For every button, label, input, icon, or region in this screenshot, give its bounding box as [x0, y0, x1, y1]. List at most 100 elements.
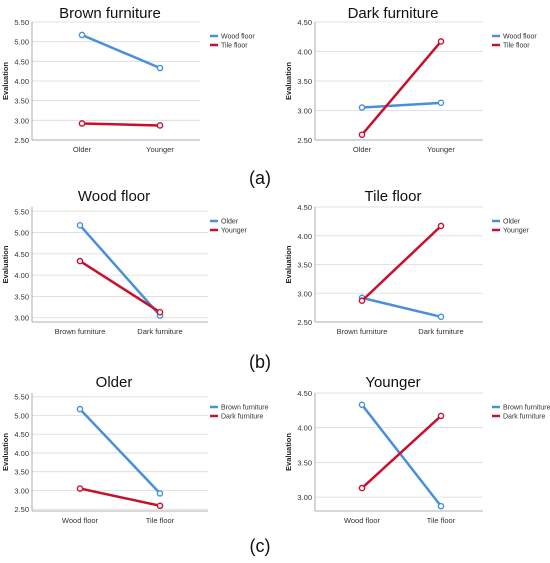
x-tick-label: Wood floor — [62, 516, 99, 525]
legend-label: Dark furniture — [221, 414, 264, 421]
y-axis-label: Evaluation — [1, 62, 10, 100]
x-tick-label: Brown furniture — [337, 327, 388, 336]
data-point — [437, 38, 445, 45]
data-point — [78, 120, 86, 127]
x-tick-label: Dark furniture — [137, 327, 182, 336]
data-point — [156, 308, 164, 316]
y-tick-label: 4.50 — [14, 250, 29, 259]
x-tick-label: Brown furniture — [55, 327, 106, 336]
y-tick-label: 3.00 — [297, 493, 312, 502]
x-tick-label: Dark furniture — [418, 327, 463, 336]
legend-label: Dark furniture — [503, 414, 546, 421]
y-axis-label: Evaluation — [284, 62, 293, 100]
series-line — [79, 408, 161, 495]
chart-title: Younger — [365, 374, 420, 391]
y-tick-label: 4.00 — [297, 48, 312, 57]
legend-label: Younger — [221, 228, 247, 235]
y-tick-label: 5.50 — [14, 393, 29, 402]
data-point — [358, 484, 366, 492]
y-tick-label: 3.00 — [297, 289, 312, 298]
y-tick-label: 5.50 — [14, 207, 29, 216]
x-tick-label: Tile floor — [146, 516, 175, 525]
y-tick-label: 3.50 — [297, 458, 312, 467]
data-point — [437, 99, 445, 107]
series-line — [81, 122, 161, 127]
series-line — [361, 225, 442, 302]
caption-a: (a) — [249, 168, 271, 188]
chart-2: Dark furniture 2.50 3.00 3.50 4.00 4.50 Evalua… — [284, 5, 537, 154]
data-point — [437, 313, 445, 321]
chart-title: Wood floor — [78, 188, 150, 205]
data-point — [358, 401, 366, 409]
series-line — [81, 33, 161, 70]
chart-title: Tile floor — [365, 188, 422, 205]
y-tick-label: 5.50 — [14, 18, 29, 27]
chart-title: Dark furniture — [348, 5, 439, 22]
y-axis-label: Evaluation — [1, 433, 10, 471]
series-line — [361, 404, 442, 507]
data-point — [358, 297, 366, 305]
y-tick-label: 2.50 — [14, 505, 29, 514]
y-tick-label: 4.50 — [297, 203, 312, 212]
y-tick-label: 4.00 — [297, 232, 312, 241]
data-point — [437, 412, 445, 420]
caption-c: (c) — [249, 536, 271, 556]
x-tick-label: Tile floor — [427, 516, 456, 525]
y-tick-label: 2.50 — [297, 136, 312, 145]
data-point — [78, 31, 86, 39]
data-point — [76, 257, 84, 265]
chart-title: Brown furniture — [59, 5, 161, 22]
y-tick-label: 3.50 — [297, 261, 312, 270]
y-tick-label: 5.00 — [14, 411, 29, 420]
x-tick-label: Younger — [146, 145, 174, 154]
chart-6: Younger 3.00 3.50 4.00 4.50 Evaluation Wood fl… — [284, 374, 550, 525]
y-tick-label: 4.50 — [14, 430, 29, 439]
y-tick-label: 4.00 — [14, 77, 29, 86]
data-point — [358, 104, 366, 111]
y-axis-label: Evaluation — [284, 433, 293, 471]
x-tick-label: Wood floor — [344, 516, 381, 525]
legend-label: Older — [221, 219, 239, 226]
legend-label: Wood floor — [503, 34, 537, 41]
data-point — [76, 485, 84, 492]
data-point — [437, 502, 445, 510]
legend-label: Younger — [503, 228, 529, 235]
series-line — [361, 296, 442, 319]
y-tick-label: 3.50 — [14, 468, 29, 477]
chart-1: Brown furniture 2.50 3.00 3.50 4.00 4.50 5.00 5… — [1, 5, 255, 154]
y-tick-label: 5.00 — [14, 38, 29, 47]
y-tick-label: 5.00 — [14, 229, 29, 238]
legend-label: Older — [503, 219, 521, 226]
data-point — [76, 405, 84, 413]
legend-label: Wood floor — [221, 34, 255, 41]
y-tick-label: 4.50 — [297, 389, 312, 398]
data-point — [156, 490, 164, 497]
legend-label: Brown furniture — [503, 405, 550, 412]
series-line — [361, 40, 442, 136]
y-tick-label: 4.00 — [297, 424, 312, 433]
y-tick-label: 4.50 — [297, 18, 312, 27]
x-tick-label: Older — [73, 145, 92, 154]
x-tick-label: Older — [353, 145, 372, 154]
data-point — [156, 502, 164, 510]
y-tick-label: 3.00 — [14, 116, 29, 125]
series-line — [361, 101, 442, 109]
data-point — [358, 131, 366, 138]
data-point — [156, 64, 164, 72]
y-axis-label: Evaluation — [284, 245, 293, 283]
legend-label: Tile floor — [503, 43, 530, 50]
series-line — [79, 487, 161, 507]
y-tick-label: 4.50 — [14, 57, 29, 66]
y-tick-label: 3.50 — [297, 77, 312, 86]
y-tick-label: 3.00 — [297, 107, 312, 116]
x-tick-label: Younger — [427, 145, 455, 154]
y-tick-label: 3.50 — [14, 292, 29, 301]
data-point — [156, 122, 164, 129]
y-tick-label: 4.00 — [14, 271, 29, 280]
y-tick-label: 2.50 — [297, 318, 312, 327]
chart-5: Older 2.50 3.00 3.50 4.00 4.50 5.00 5.50 Evaluat… — [1, 374, 269, 525]
y-tick-label: 3.00 — [14, 314, 29, 323]
chart-4: Tile floor 2.50 3.00 3.50 4.00 4.50 Evaluation… — [284, 188, 529, 336]
y-tick-label: 3.00 — [14, 486, 29, 495]
